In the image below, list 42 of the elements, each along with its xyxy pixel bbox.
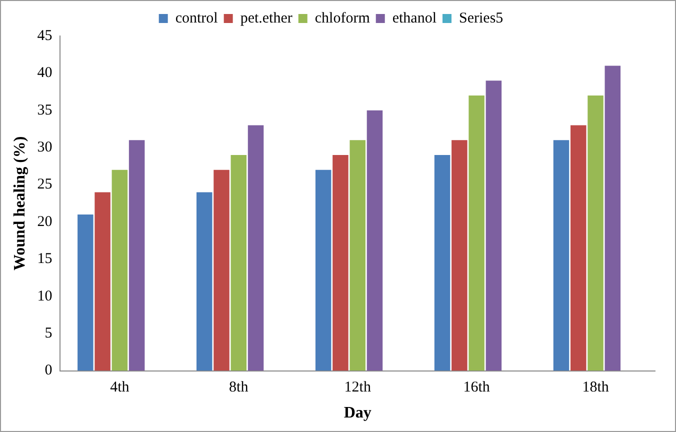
y-tick-label: 20 <box>37 214 52 230</box>
bar <box>468 96 484 371</box>
bar <box>214 170 230 371</box>
y-tick-label: 40 <box>37 65 52 82</box>
bar <box>604 66 621 371</box>
bar <box>486 80 502 371</box>
x-axis-title: Day <box>344 404 372 422</box>
y-tick-label: 10 <box>37 288 52 304</box>
bar <box>452 140 468 371</box>
bar <box>94 192 110 371</box>
y-tick-label: 15 <box>37 251 52 268</box>
bar <box>553 140 570 371</box>
legend-label: Series5 <box>459 10 504 26</box>
bar <box>332 155 348 371</box>
bar <box>315 170 332 371</box>
y-tick-label: 25 <box>37 176 52 193</box>
bar <box>366 110 383 371</box>
x-tick-label: 16th <box>463 380 490 396</box>
x-tick-label: 12th <box>344 380 372 396</box>
y-tick-label: 5 <box>44 326 52 342</box>
y-tick-label: 35 <box>37 102 52 118</box>
x-tick-label: 4th <box>110 380 130 396</box>
bar <box>128 140 145 371</box>
x-tick-label: 18th <box>582 380 610 396</box>
bar <box>588 96 604 371</box>
bar <box>230 155 247 371</box>
bar <box>78 214 94 371</box>
x-tick-label: 8th <box>229 380 249 396</box>
y-axis-title: Wound healing (%) <box>12 136 29 271</box>
bar <box>112 170 128 371</box>
y-tick-label: 30 <box>37 140 52 156</box>
legend-label: chloform <box>314 10 370 26</box>
bar <box>350 140 366 371</box>
legend-label: ethanol <box>392 10 437 26</box>
legend-label: control <box>175 10 218 26</box>
y-tick-label: 0 <box>44 362 52 379</box>
legend-label: pet.ether <box>240 10 292 26</box>
bar <box>248 125 264 371</box>
y-tick-label: 45 <box>37 28 52 44</box>
bar <box>570 125 586 371</box>
bar <box>196 192 212 371</box>
bar <box>434 155 450 371</box>
